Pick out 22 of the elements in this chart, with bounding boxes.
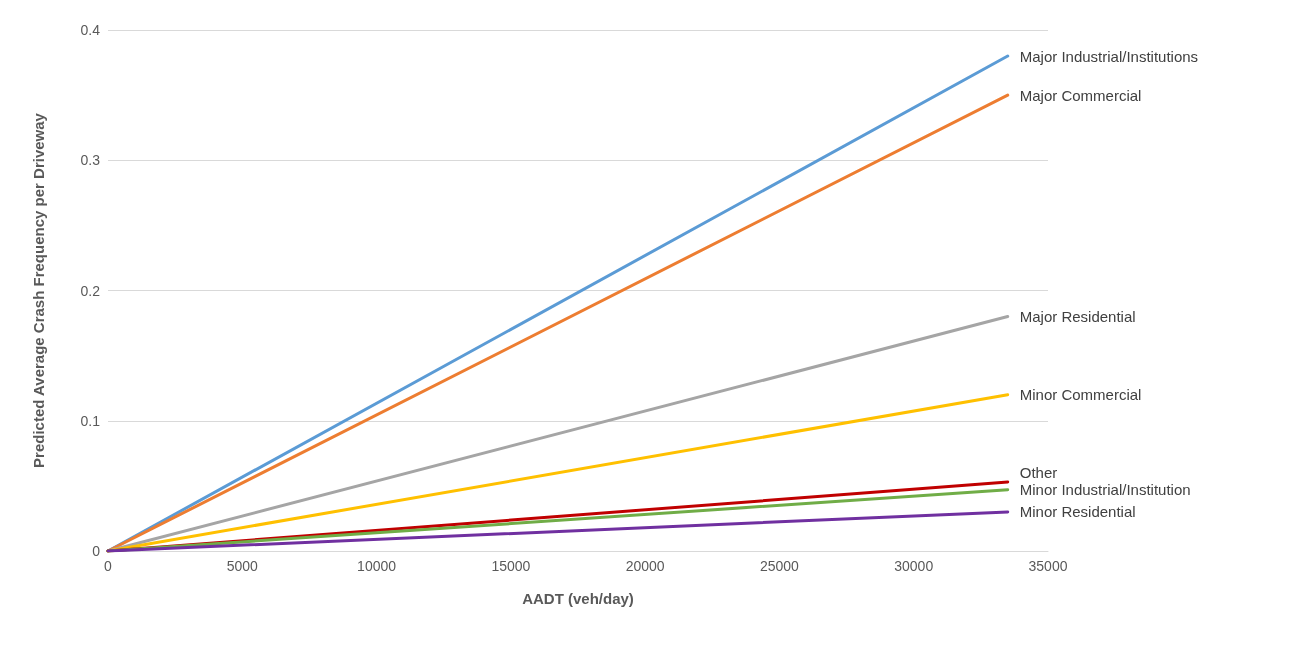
series-label: Minor Industrial/Institution — [1019, 481, 1191, 499]
x-tick-label: 20000 — [625, 558, 665, 574]
series-label: Major Commercial — [1019, 86, 1142, 104]
y-axis-title: Predicted Average Crash Frequency per Driveway — [30, 112, 47, 468]
x-tick-label: 35000 — [1028, 558, 1068, 574]
x-tick-label: 10000 — [357, 558, 397, 574]
y-tick-label: 0.4 — [80, 22, 101, 38]
series-label: Other — [1019, 464, 1058, 482]
series-label: Minor Residential — [1019, 503, 1136, 521]
x-tick-label: 25000 — [759, 558, 800, 574]
x-tick-label: 15000 — [491, 558, 531, 574]
x-axis-title: AADT (veh/day) — [522, 590, 634, 607]
y-tick-label: 0.2 — [80, 282, 101, 299]
x-tick-label: 5000 — [226, 558, 259, 574]
y-tick-label: 0.3 — [80, 152, 101, 169]
series-label: Major Residential — [1019, 308, 1136, 326]
series-label: Major Industrial/Institutions — [1019, 47, 1199, 65]
y-tick-label: 0 — [92, 543, 101, 559]
series-label: Minor Commercial — [1019, 386, 1142, 404]
x-tick-label: 0 — [104, 558, 113, 574]
y-tick-label: 0.1 — [80, 412, 101, 429]
x-tick-label: 30000 — [894, 558, 934, 574]
